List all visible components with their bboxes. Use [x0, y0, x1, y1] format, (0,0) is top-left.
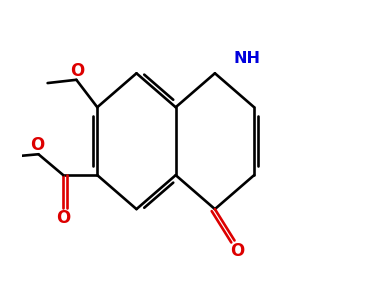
- Text: O: O: [56, 209, 70, 227]
- Text: O: O: [70, 62, 84, 80]
- Text: O: O: [30, 136, 44, 154]
- Text: O: O: [230, 242, 244, 260]
- Text: NH: NH: [233, 51, 260, 66]
